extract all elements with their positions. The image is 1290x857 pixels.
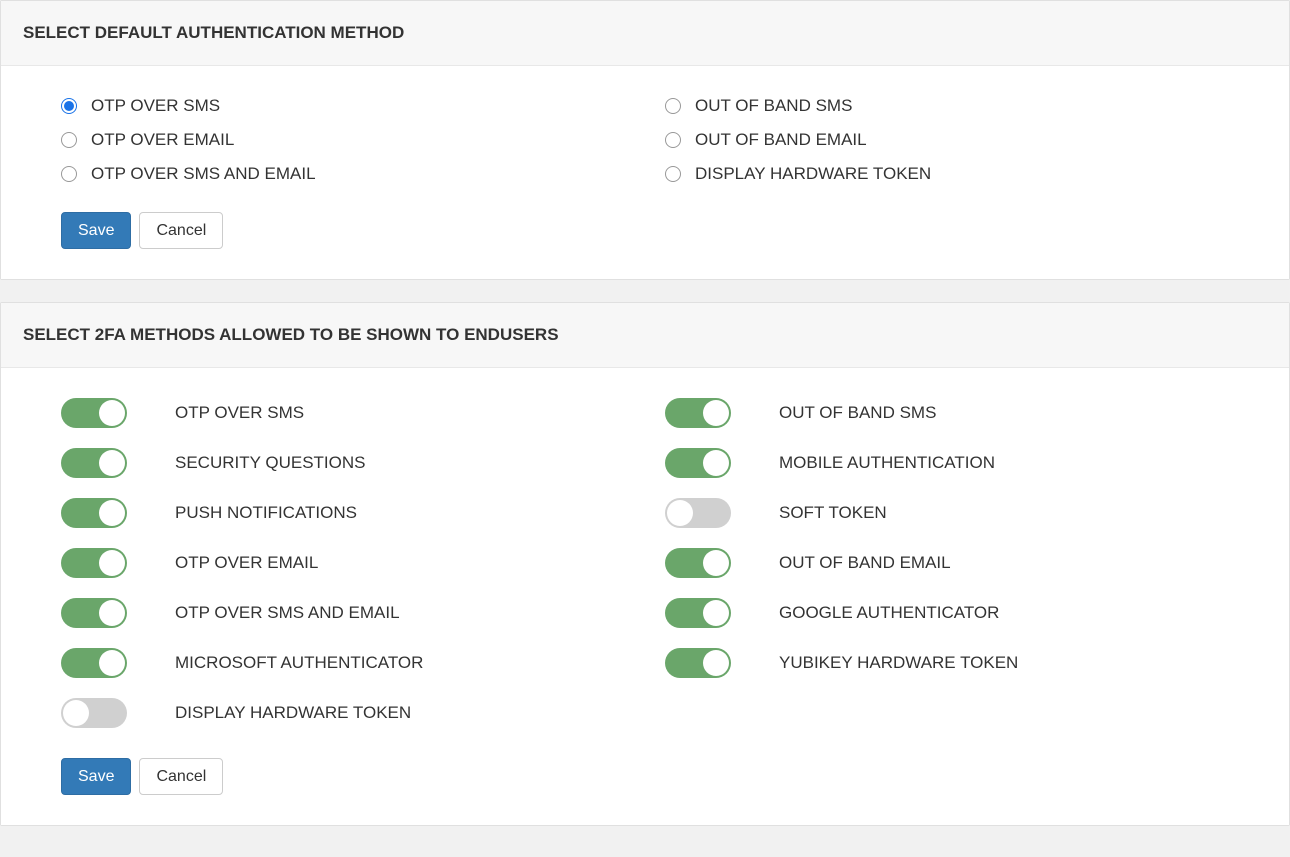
toggle-label: SOFT TOKEN <box>779 503 887 523</box>
allowed-2fa-toggle-row: OTP OVER EMAIL <box>61 548 625 578</box>
toggle-label: PUSH NOTIFICATIONS <box>175 503 357 523</box>
allowed-2fa-toggle-grid: OTP OVER SMS SECURITY QUESTIONS PUSH NOTIF… <box>61 398 1229 728</box>
toggle-label: YUBIKEY HARDWARE TOKEN <box>779 653 1018 673</box>
toggle-switch[interactable] <box>61 498 127 528</box>
toggle-switch[interactable] <box>665 548 731 578</box>
allowed-2fa-right-column: OUT OF BAND SMS MOBILE AUTHENTICATION SOFT… <box>665 398 1229 678</box>
radio-label: OUT OF BAND SMS <box>695 96 852 116</box>
toggle-knob <box>99 450 125 476</box>
auth-method-radio-grid: OTP OVER SMS OTP OVER EMAIL OTP OVER SMS A… <box>61 96 1229 184</box>
section1-button-row: Save Cancel <box>61 212 1229 249</box>
section2-button-row: Save Cancel <box>61 758 1229 795</box>
allowed-2fa-toggle-row: MICROSOFT AUTHENTICATOR <box>61 648 625 678</box>
toggle-knob <box>703 650 729 676</box>
toggle-label: OUT OF BAND EMAIL <box>779 553 951 573</box>
radio-icon <box>665 132 681 148</box>
cancel-button[interactable]: Cancel <box>139 212 223 249</box>
toggle-knob <box>99 500 125 526</box>
allowed-2fa-methods-header: SELECT 2FA METHODS ALLOWED TO BE SHOWN T… <box>1 303 1289 368</box>
radio-label: OTP OVER SMS <box>91 96 220 116</box>
radio-label: OTP OVER EMAIL <box>91 130 234 150</box>
default-auth-method-body: OTP OVER SMS OTP OVER EMAIL OTP OVER SMS A… <box>1 66 1289 279</box>
toggle-knob <box>99 600 125 626</box>
default-auth-method-panel: SELECT DEFAULT AUTHENTICATION METHOD OTP… <box>0 0 1290 280</box>
radio-icon <box>61 132 77 148</box>
cancel-button[interactable]: Cancel <box>139 758 223 795</box>
toggle-switch[interactable] <box>61 448 127 478</box>
allowed-2fa-toggle-row: DISPLAY HARDWARE TOKEN <box>61 698 625 728</box>
auth-method-radio[interactable]: OTP OVER EMAIL <box>61 130 625 150</box>
toggle-knob <box>667 500 693 526</box>
toggle-knob <box>703 400 729 426</box>
allowed-2fa-toggle-row: OTP OVER SMS AND EMAIL <box>61 598 625 628</box>
toggle-switch[interactable] <box>665 498 731 528</box>
auth-method-radio[interactable]: OTP OVER SMS AND EMAIL <box>61 164 625 184</box>
allowed-2fa-toggle-row: OUT OF BAND SMS <box>665 398 1229 428</box>
toggle-label: DISPLAY HARDWARE TOKEN <box>175 703 411 723</box>
toggle-label: MICROSOFT AUTHENTICATOR <box>175 653 423 673</box>
allowed-2fa-toggle-row: MOBILE AUTHENTICATION <box>665 448 1229 478</box>
allowed-2fa-methods-body: OTP OVER SMS SECURITY QUESTIONS PUSH NOTIF… <box>1 368 1289 825</box>
toggle-knob <box>99 650 125 676</box>
toggle-switch[interactable] <box>61 398 127 428</box>
allowed-2fa-toggle-row: PUSH NOTIFICATIONS <box>61 498 625 528</box>
toggle-knob <box>63 700 89 726</box>
toggle-knob <box>703 550 729 576</box>
toggle-switch[interactable] <box>61 698 127 728</box>
toggle-knob <box>99 550 125 576</box>
default-auth-method-header: SELECT DEFAULT AUTHENTICATION METHOD <box>1 1 1289 66</box>
radio-icon <box>665 98 681 114</box>
allowed-2fa-toggle-row: SECURITY QUESTIONS <box>61 448 625 478</box>
toggle-knob <box>703 450 729 476</box>
toggle-label: MOBILE AUTHENTICATION <box>779 453 995 473</box>
radio-label: OTP OVER SMS AND EMAIL <box>91 164 316 184</box>
toggle-switch[interactable] <box>61 598 127 628</box>
allowed-2fa-toggle-row: OTP OVER SMS <box>61 398 625 428</box>
auth-method-left-column: OTP OVER SMS OTP OVER EMAIL OTP OVER SMS A… <box>61 96 625 184</box>
allowed-2fa-toggle-row: YUBIKEY HARDWARE TOKEN <box>665 648 1229 678</box>
toggle-label: OUT OF BAND SMS <box>779 403 936 423</box>
radio-icon <box>665 166 681 182</box>
radio-icon <box>61 98 77 114</box>
toggle-switch[interactable] <box>665 448 731 478</box>
toggle-label: GOOGLE AUTHENTICATOR <box>779 603 999 623</box>
radio-label: DISPLAY HARDWARE TOKEN <box>695 164 931 184</box>
toggle-label: OTP OVER SMS AND EMAIL <box>175 603 400 623</box>
allowed-2fa-toggle-row: GOOGLE AUTHENTICATOR <box>665 598 1229 628</box>
auth-method-right-column: OUT OF BAND SMS OUT OF BAND EMAIL DISPLAY … <box>665 96 1229 184</box>
toggle-label: SECURITY QUESTIONS <box>175 453 366 473</box>
section1-title: SELECT DEFAULT AUTHENTICATION METHOD <box>23 23 404 42</box>
toggle-label: OTP OVER SMS <box>175 403 304 423</box>
auth-method-radio[interactable]: OUT OF BAND EMAIL <box>665 130 1229 150</box>
save-button[interactable]: Save <box>61 758 131 795</box>
radio-label: OUT OF BAND EMAIL <box>695 130 867 150</box>
allowed-2fa-methods-panel: SELECT 2FA METHODS ALLOWED TO BE SHOWN T… <box>0 302 1290 826</box>
radio-icon <box>61 166 77 182</box>
allowed-2fa-toggle-row: OUT OF BAND EMAIL <box>665 548 1229 578</box>
allowed-2fa-toggle-row: SOFT TOKEN <box>665 498 1229 528</box>
auth-method-radio[interactable]: OUT OF BAND SMS <box>665 96 1229 116</box>
toggle-knob <box>703 600 729 626</box>
toggle-knob <box>99 400 125 426</box>
save-button[interactable]: Save <box>61 212 131 249</box>
section2-title: SELECT 2FA METHODS ALLOWED TO BE SHOWN T… <box>23 325 559 344</box>
auth-method-radio[interactable]: OTP OVER SMS <box>61 96 625 116</box>
toggle-switch[interactable] <box>61 548 127 578</box>
auth-method-radio[interactable]: DISPLAY HARDWARE TOKEN <box>665 164 1229 184</box>
toggle-switch[interactable] <box>665 398 731 428</box>
toggle-switch[interactable] <box>61 648 127 678</box>
allowed-2fa-left-column: OTP OVER SMS SECURITY QUESTIONS PUSH NOTIF… <box>61 398 625 728</box>
toggle-switch[interactable] <box>665 598 731 628</box>
toggle-label: OTP OVER EMAIL <box>175 553 318 573</box>
toggle-switch[interactable] <box>665 648 731 678</box>
